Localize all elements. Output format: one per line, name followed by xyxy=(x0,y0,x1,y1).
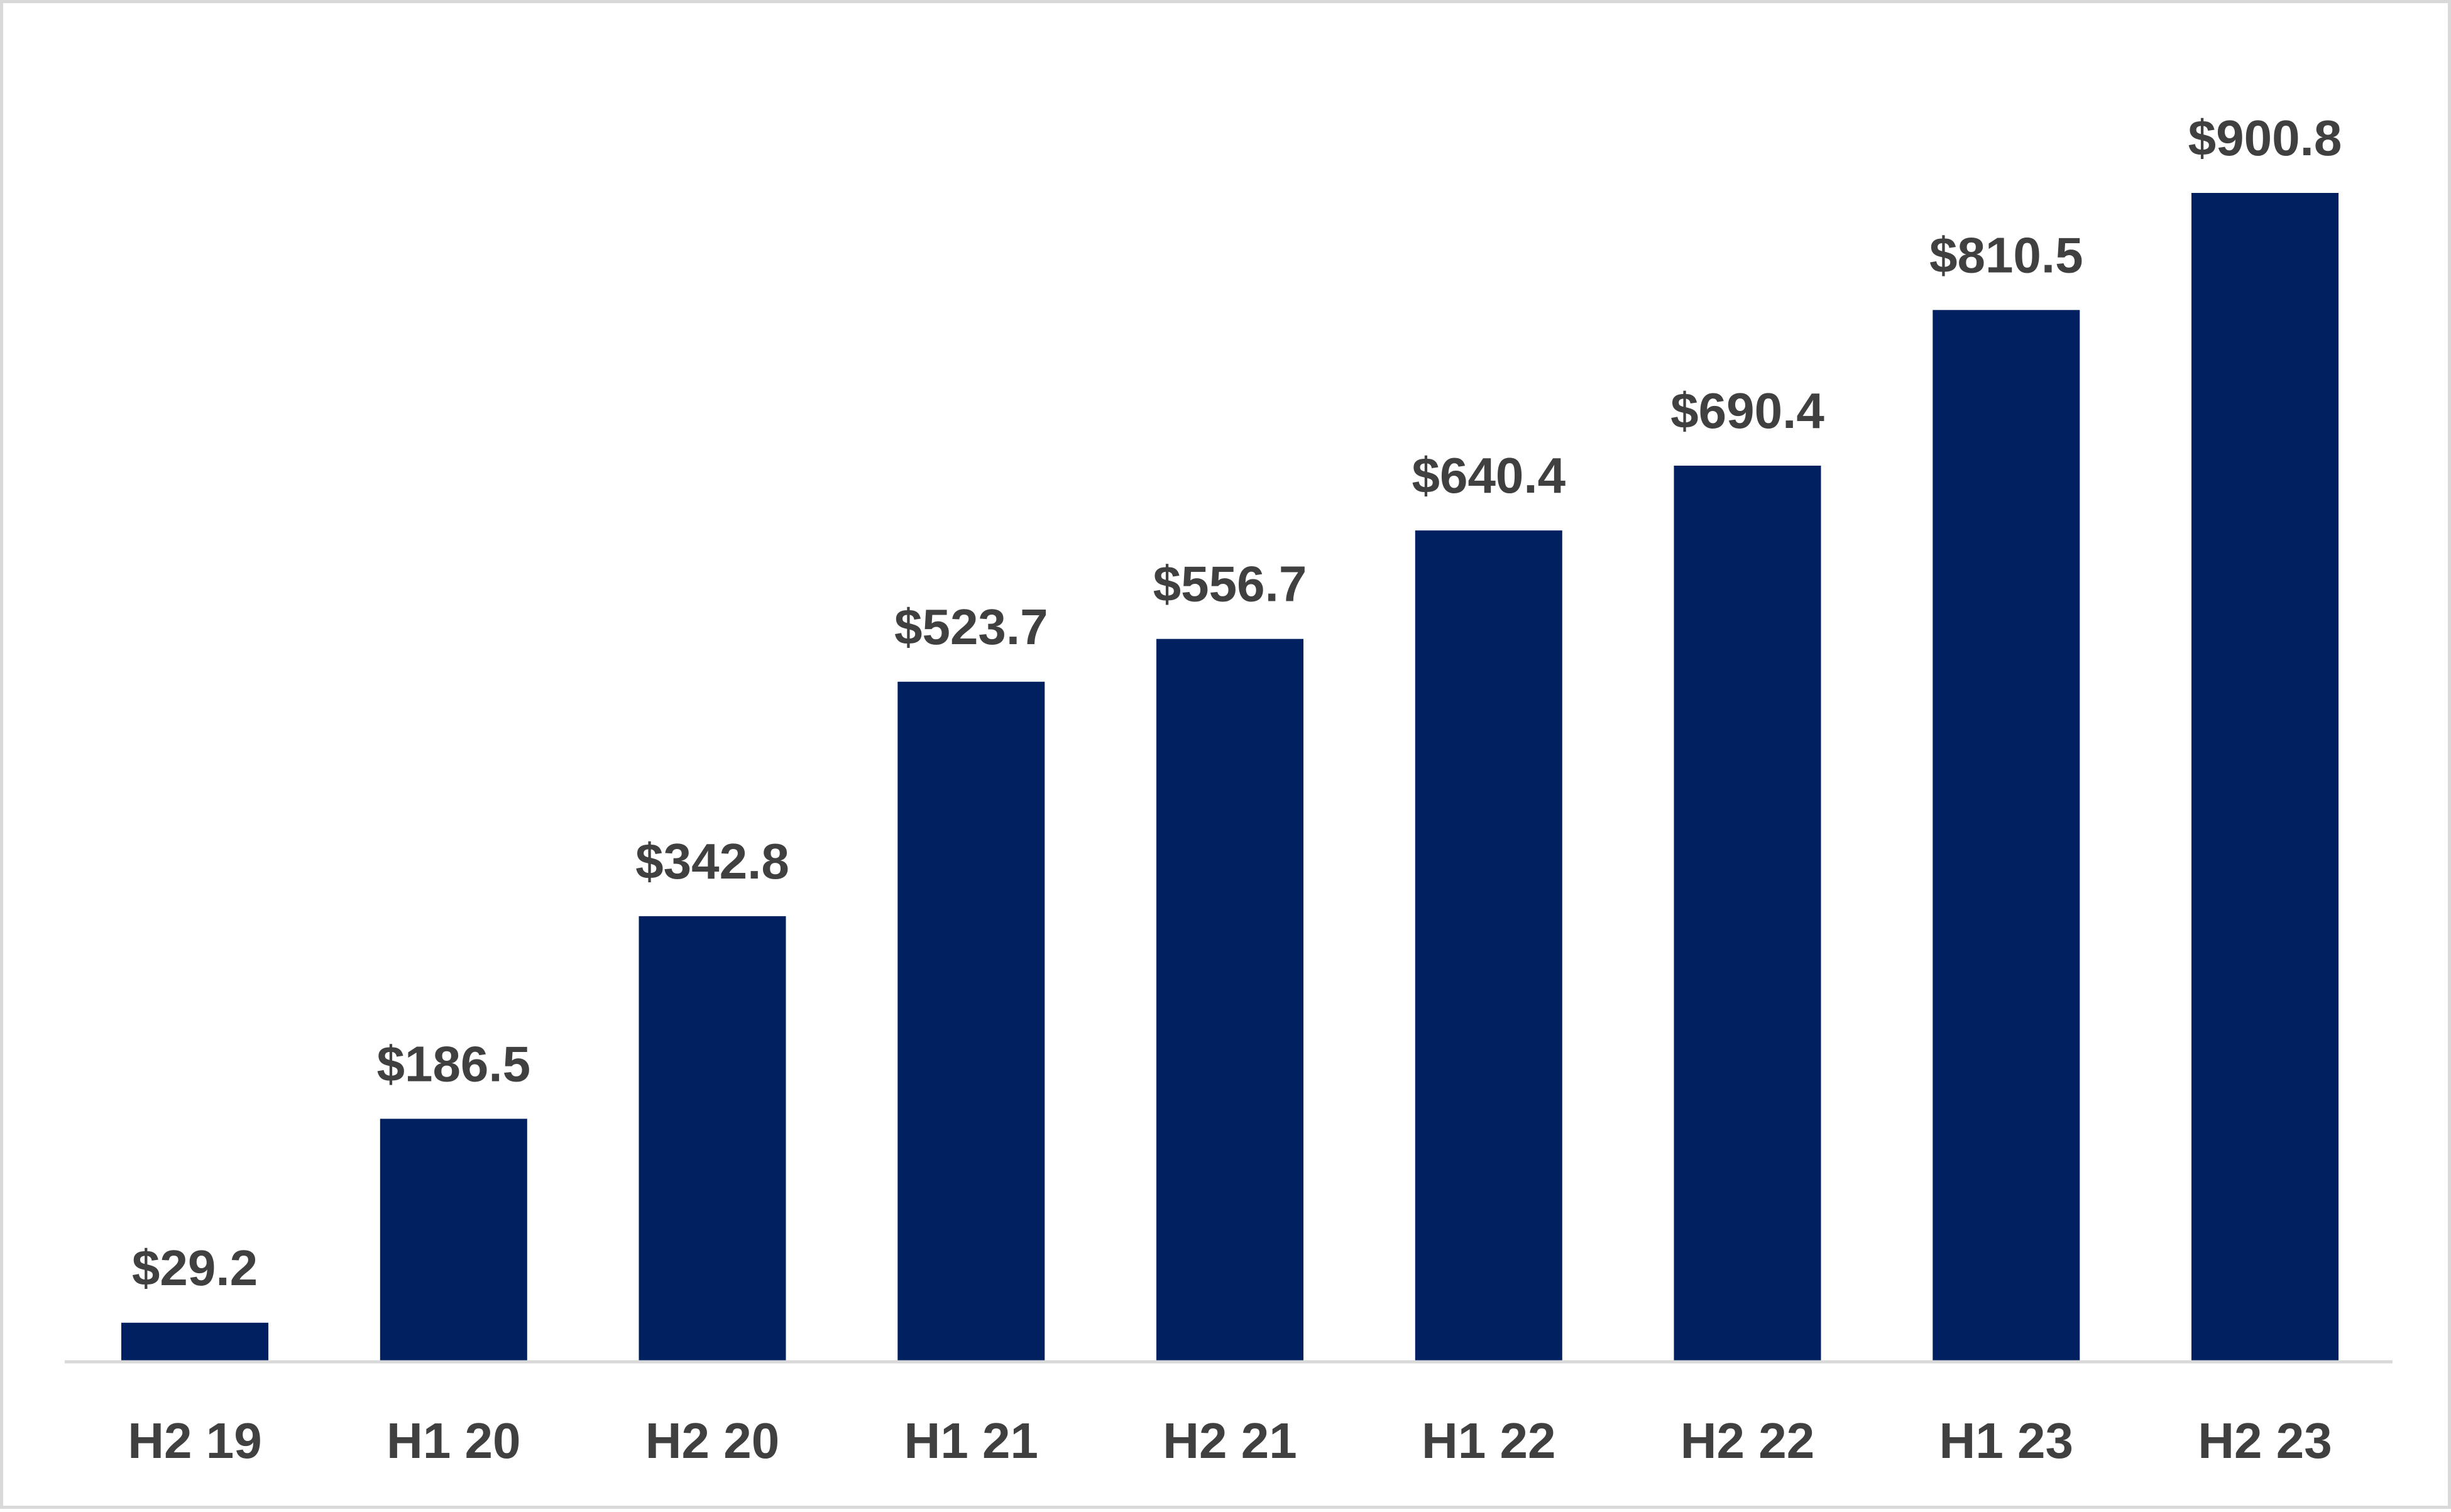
bar-value-label: $342.8 xyxy=(635,833,789,889)
x-axis-tick-labels: H2 19 H1 20 H2 20 H1 21 H2 21 H1 22 H2 22 H1 23… xyxy=(128,1413,2332,1469)
bar-value-label: $900.8 xyxy=(2188,110,2342,166)
bar-value-label: $523.7 xyxy=(894,599,1048,655)
bar-chart: $29.2 $186.5 $342.8 $523.7 $556.7 $640.4 $690.… xyxy=(65,110,2393,1469)
bar-value-label: $810.5 xyxy=(1929,227,2083,283)
bar-value-label: $556.7 xyxy=(1153,556,1307,612)
bar xyxy=(121,1322,268,1361)
bar xyxy=(380,1119,527,1361)
x-tick-label: H2 22 xyxy=(1681,1413,1814,1469)
bar xyxy=(1415,530,1562,1361)
x-tick-label: H2 21 xyxy=(1163,1413,1297,1469)
x-tick-label: H1 21 xyxy=(904,1413,1038,1469)
x-tick-label: H2 19 xyxy=(128,1413,261,1469)
bar-value-label: $640.4 xyxy=(1412,447,1565,503)
bar xyxy=(1156,638,1303,1361)
bar-value-label: $186.5 xyxy=(376,1036,530,1092)
value-labels-group: $29.2 $186.5 $342.8 $523.7 $556.7 $640.4 $690.… xyxy=(132,110,2342,1296)
bar xyxy=(1933,310,2080,1361)
bar xyxy=(897,681,1045,1361)
x-tick-label: H1 23 xyxy=(1939,1413,2073,1469)
x-tick-label: H1 22 xyxy=(1422,1413,1555,1469)
bars-group xyxy=(121,193,2339,1361)
bar xyxy=(639,916,786,1361)
bar-value-label: $690.4 xyxy=(1670,383,1824,439)
bar xyxy=(2191,193,2339,1361)
x-tick-label: H1 20 xyxy=(387,1413,520,1469)
bar-value-label: $29.2 xyxy=(132,1240,258,1296)
x-tick-label: H2 23 xyxy=(2198,1413,2332,1469)
bar xyxy=(1674,466,1821,1361)
x-tick-label: H2 20 xyxy=(645,1413,779,1469)
